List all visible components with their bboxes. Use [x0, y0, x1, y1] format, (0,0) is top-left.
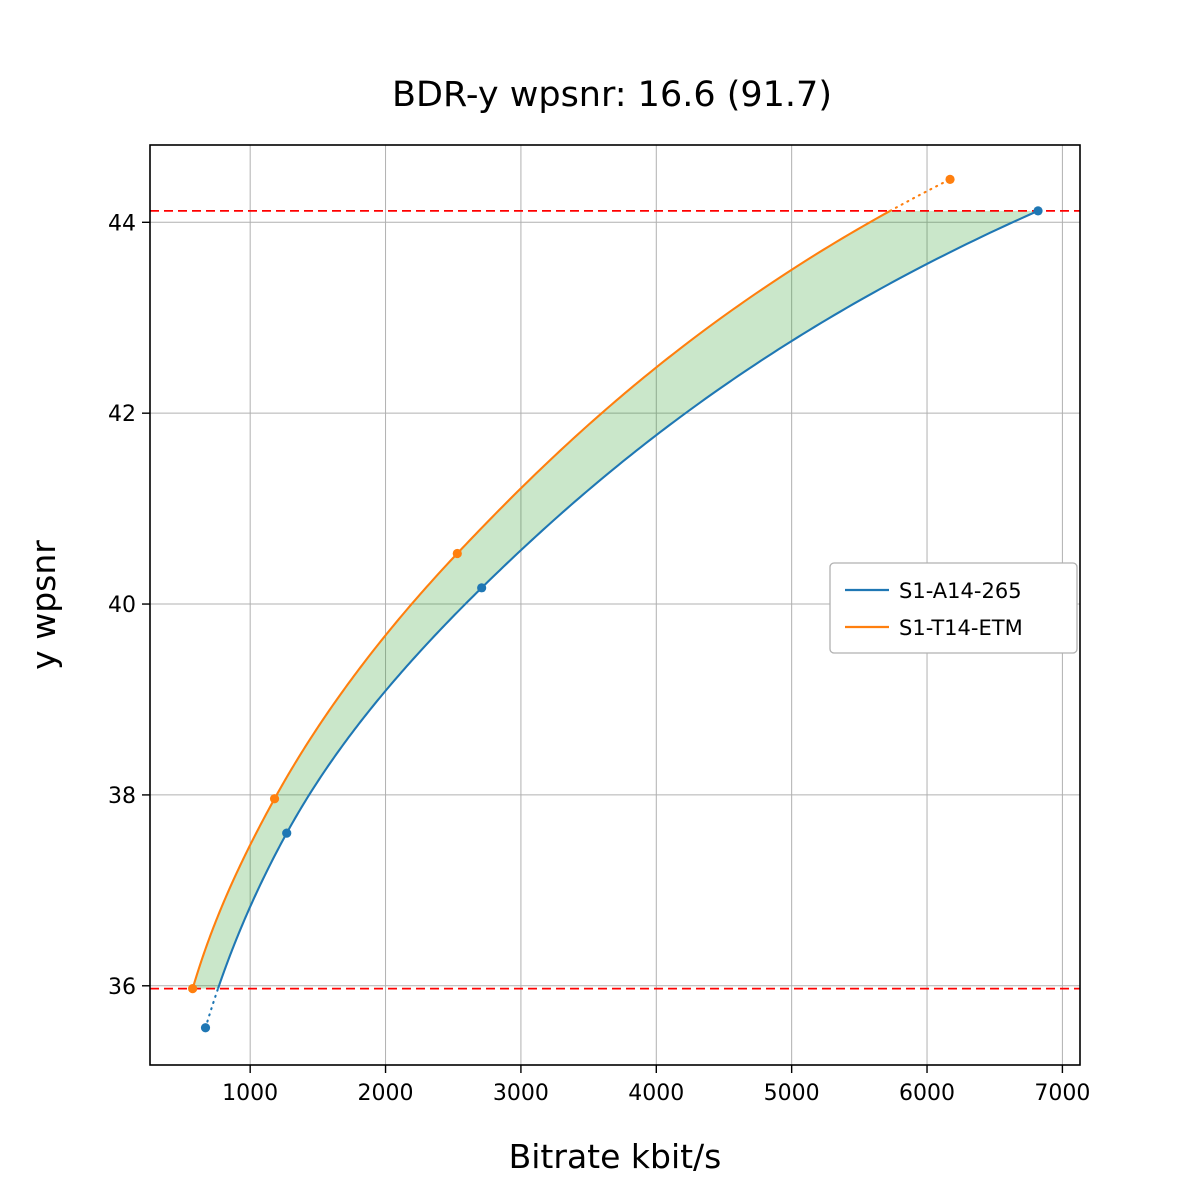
- y-tick-label: 44: [108, 211, 136, 236]
- data-point-S1-T14-ETM: [269, 794, 280, 804]
- x-tick-label: 7000: [1034, 1081, 1090, 1106]
- legend-label: S1-A14-265: [899, 579, 1022, 603]
- data-point-S1-T14-ETM: [452, 548, 462, 559]
- legend: S1-A14-265 S1-T14-ETM: [829, 562, 1078, 654]
- y-axis-label: y wpsnr: [24, 540, 63, 670]
- legend-box: [829, 562, 1078, 654]
- axis-ticks: [142, 221, 1064, 1073]
- plot-area: 1000 2000 3000 4000 5000 6000 7000 36 38 40 42 44 S1…: [108, 144, 1090, 1106]
- x-tick-label: 2000: [358, 1081, 414, 1106]
- data-point-S1-A14-265: [200, 1023, 211, 1033]
- data-point-S1-A14-265: [477, 583, 487, 593]
- x-axis-label: Bitrate kbit/s: [509, 1137, 722, 1176]
- y-tick-label: 40: [108, 593, 136, 618]
- legend-label: S1-T14-ETM: [899, 616, 1023, 640]
- x-tick-label: 5000: [764, 1081, 820, 1106]
- data-point-S1-A14-265: [1033, 206, 1043, 216]
- series-dotted-S1-A14-265: [204, 987, 220, 1029]
- series-line-S1-T14-ETM: [191, 209, 891, 989]
- x-tick-label: 1000: [222, 1081, 278, 1106]
- plot-border: [149, 144, 1081, 1066]
- series-line-S1-A14-265: [217, 209, 1039, 989]
- y-tick-label: 38: [108, 784, 136, 809]
- series-dotted-S1-T14-ETM: [889, 178, 952, 212]
- tick-labels: 1000 2000 3000 4000 5000 6000 7000 36 38 40 42 44: [108, 211, 1090, 1106]
- data-point-S1-A14-265: [282, 828, 292, 838]
- y-tick-label: 42: [108, 402, 136, 427]
- x-tick-label: 4000: [628, 1081, 684, 1106]
- data-point-S1-T14-ETM: [945, 174, 955, 184]
- x-tick-label: 3000: [493, 1081, 549, 1106]
- data-point-S1-T14-ETM: [188, 984, 198, 994]
- y-tick-label: 36: [108, 975, 136, 1000]
- x-tick-label: 6000: [899, 1081, 955, 1106]
- chart-title: BDR-y wpsnr: 16.6 (91.7): [392, 75, 832, 115]
